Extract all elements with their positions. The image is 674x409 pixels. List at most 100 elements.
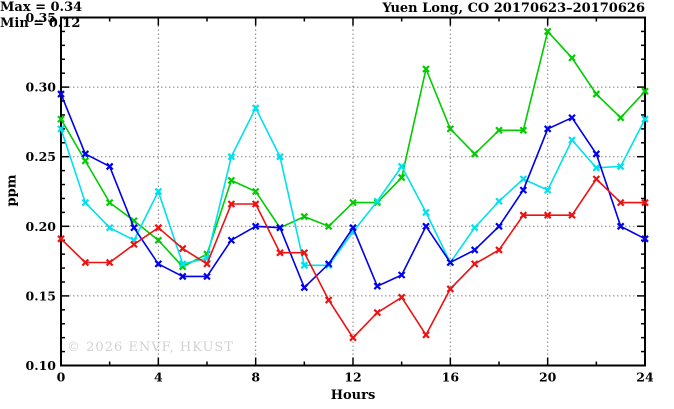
series-blue-marker (300, 283, 309, 292)
series-blue-marker (422, 222, 430, 231)
y-tick-label: 0.20 (26, 219, 57, 234)
series-blue-marker (105, 162, 114, 171)
series-cyan-marker (227, 152, 236, 161)
series-red-marker (324, 296, 333, 304)
series-green-marker (154, 236, 163, 244)
series-blue-marker (568, 113, 576, 122)
series-red-marker (373, 308, 382, 317)
series-cyan-marker (397, 162, 406, 171)
series-green-marker (641, 87, 649, 96)
series-green-marker (105, 198, 114, 207)
watermark: © 2026 ENVF, HKUST (67, 340, 234, 355)
series-cyan-marker (641, 115, 649, 123)
series-green-marker (592, 90, 601, 98)
y-tick-label: 0.25 (26, 149, 56, 164)
series-cyan-marker (543, 186, 552, 194)
x-tick-label: 8 (251, 370, 260, 385)
series-red-marker (397, 293, 406, 302)
series-cyan-marker (300, 261, 309, 270)
series-red-marker (519, 211, 528, 219)
series-red-marker (422, 331, 430, 339)
series-green-marker (300, 212, 309, 221)
series-blue-marker (324, 260, 333, 268)
series-green-marker (81, 157, 90, 165)
series-cyan-marker (178, 260, 187, 268)
series-green-marker (349, 198, 357, 207)
series-red (57, 175, 649, 342)
gridlines (61, 17, 645, 366)
series-green-marker (227, 176, 236, 185)
series-green-marker (495, 126, 503, 135)
series-green-marker (568, 54, 576, 62)
series-red-marker (276, 248, 284, 257)
series-green-marker (519, 126, 528, 135)
series-green-marker (470, 150, 479, 158)
x-axis-label: Hours (330, 388, 376, 403)
series-blue (57, 90, 649, 292)
series-blue-marker (203, 272, 211, 281)
y-axis-label: ppm (4, 174, 20, 207)
series-red-marker (592, 175, 601, 183)
series-cyan-marker (154, 187, 163, 196)
series-cyan-marker (422, 208, 430, 217)
series-green-marker (422, 65, 430, 73)
series-red-marker (349, 333, 357, 342)
series-cyan-marker (519, 175, 528, 183)
annotation-max: Max = 0.34 (0, 0, 83, 15)
series-blue-marker (276, 223, 284, 232)
series-cyan-marker (592, 164, 601, 172)
x-tick-label: 16 (442, 370, 460, 385)
series-cyan-marker (568, 136, 576, 144)
series-red-marker (446, 285, 455, 293)
series-blue-marker (251, 222, 260, 231)
series-red-marker (154, 223, 163, 232)
series-green (57, 27, 649, 271)
x-tick-label: 24 (636, 370, 654, 385)
x-tick-label: 20 (539, 370, 557, 385)
series-green-marker (57, 115, 65, 123)
series-blue-marker (349, 223, 357, 232)
series-blue-marker (592, 150, 601, 158)
series-cyan-marker (57, 125, 65, 133)
series-red-marker (227, 200, 236, 208)
y-tick-label: 0.10 (26, 358, 57, 373)
y-tick-label: 0.30 (26, 80, 57, 95)
series-cyan-marker (276, 152, 284, 161)
series-blue-marker (57, 90, 65, 98)
series-cyan-marker (470, 223, 479, 232)
plot-frame (60, 16, 646, 367)
series-blue-marker (543, 125, 552, 133)
series-red-marker (616, 198, 625, 207)
series-blue-marker (81, 150, 90, 158)
series-blue-marker (130, 223, 138, 232)
series-green-marker (324, 222, 333, 231)
series-blue-marker (495, 222, 503, 231)
series-red-marker (251, 200, 260, 208)
series-red-marker (130, 240, 138, 249)
series-blue-marker (373, 282, 382, 290)
series-blue-marker (446, 258, 455, 267)
series-blue-marker (227, 236, 236, 244)
series-green-marker (446, 125, 455, 133)
series-red-marker (178, 244, 187, 253)
series-green-marker (616, 113, 625, 122)
series-blue-marker (641, 235, 649, 243)
series-red-marker (641, 198, 649, 207)
series-red-marker (470, 260, 479, 268)
series-red-marker (57, 235, 65, 243)
series-cyan-marker (105, 223, 114, 232)
series-red-marker (105, 258, 114, 267)
series-blue-marker (397, 271, 406, 279)
series-blue-marker (154, 260, 163, 268)
series-blue-marker (178, 272, 187, 281)
series-red-marker (495, 246, 503, 254)
series-red-marker (81, 258, 90, 267)
series-green-marker (543, 27, 552, 36)
series-cyan-marker (616, 162, 625, 171)
series-blue-marker (470, 246, 479, 254)
series-red-marker (543, 211, 552, 219)
series-blue-marker (519, 186, 528, 194)
tick-labels: 0 4 8 12 16 20 24 0.10 0.15 0.20 0.25 0.30 0.35 (26, 10, 654, 385)
